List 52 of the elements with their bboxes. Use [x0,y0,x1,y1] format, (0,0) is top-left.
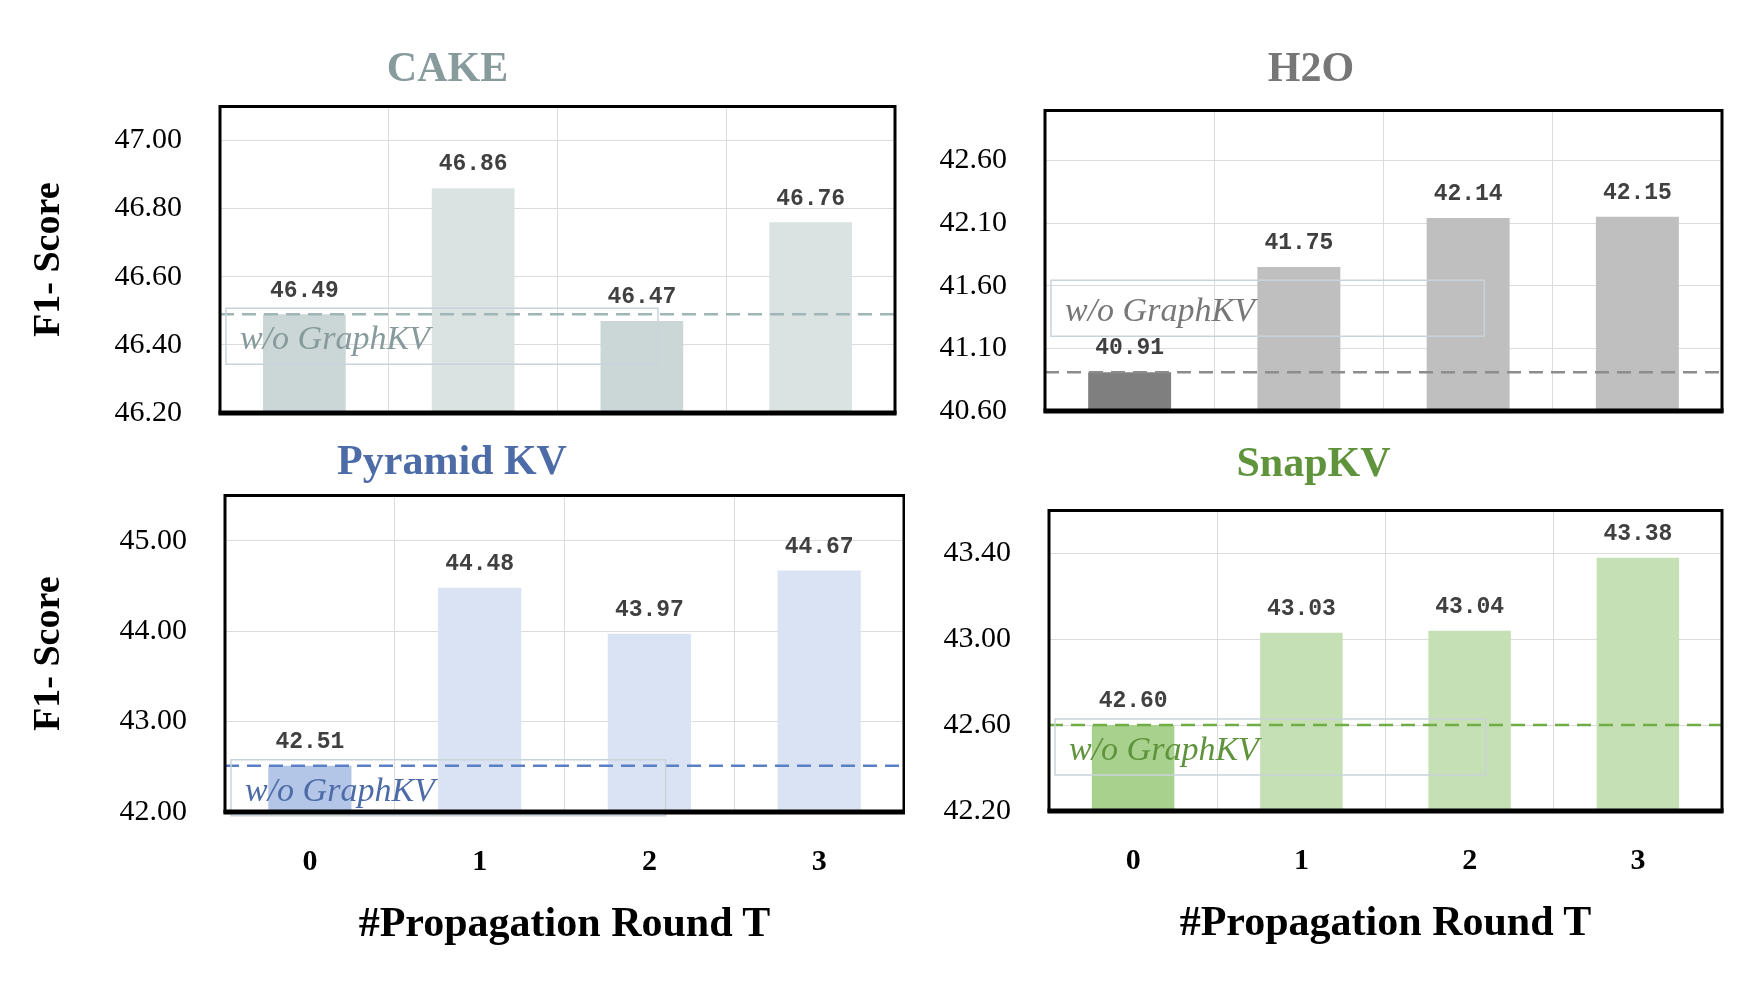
ref-line-label: w/o GraphKV [1065,291,1260,329]
y-axis-title: F1- Score [24,182,67,337]
data-label: 40.91 [1095,335,1165,362]
x-axis-title: #Propagation Round T [1179,897,1592,944]
data-label: 43.97 [614,597,684,624]
x-tick-label: 0 [1125,841,1141,875]
chart-title: SnapKV [1236,439,1391,486]
y-tick-label: 43.00 [943,620,1011,654]
x-axis-title: #Propagation Round T [358,898,771,945]
y-tick-label: 46.20 [114,393,182,427]
data-label: 42.14 [1433,181,1503,208]
y-tick-label: 46.80 [114,189,182,223]
y-tick-label: 46.40 [114,325,182,359]
y-tick-label: 43.00 [119,702,187,736]
data-label: 44.67 [784,533,854,560]
data-label: 46.47 [607,284,677,311]
y-tick-label: 42.20 [943,791,1011,825]
y-tick-label: 41.10 [939,329,1007,363]
y-tick-label: 42.00 [119,792,187,826]
data-label: 42.51 [275,729,345,756]
y-tick-label: 47.00 [114,121,182,155]
data-label: 43.04 [1435,593,1505,620]
data-label: 46.76 [776,185,846,212]
x-tick-label: 3 [1630,841,1646,875]
data-label: 46.49 [269,277,339,304]
y-tick-label: 40.60 [939,391,1007,425]
ref-line-label: w/o GraphKV [240,319,435,357]
chart-title: H2O [1267,44,1355,91]
y-tick-label: 42.60 [943,705,1011,739]
y-tick-label: 45.00 [119,521,187,555]
data-label: 44.48 [445,550,515,577]
y-tick-label: 44.00 [119,611,187,645]
y-tick-label: 42.60 [939,141,1007,175]
y-tick-label: 46.60 [114,257,182,291]
y-tick-label: 42.10 [939,204,1007,237]
data-label: 46.86 [438,151,508,178]
data-label: 41.75 [1264,230,1334,257]
x-tick-label: 1 [1293,841,1309,875]
y-tick-label: 41.60 [939,266,1007,300]
x-tick-label: 3 [811,842,827,876]
x-tick-label: 2 [641,842,657,876]
data-label: 42.15 [1602,180,1672,207]
x-tick-label: 1 [472,842,488,876]
data-label: 43.38 [1603,520,1673,547]
y-tick-label: 43.40 [943,534,1011,568]
x-tick-label: 2 [1462,841,1478,875]
chart-title: CAKE [386,44,509,91]
data-label: 42.60 [1098,688,1168,715]
data-label: 43.03 [1266,596,1336,623]
chart-title: Pyramid KV [337,437,567,484]
x-tick-label: 0 [302,842,318,876]
y-axis-title: F1- Score [24,576,67,731]
